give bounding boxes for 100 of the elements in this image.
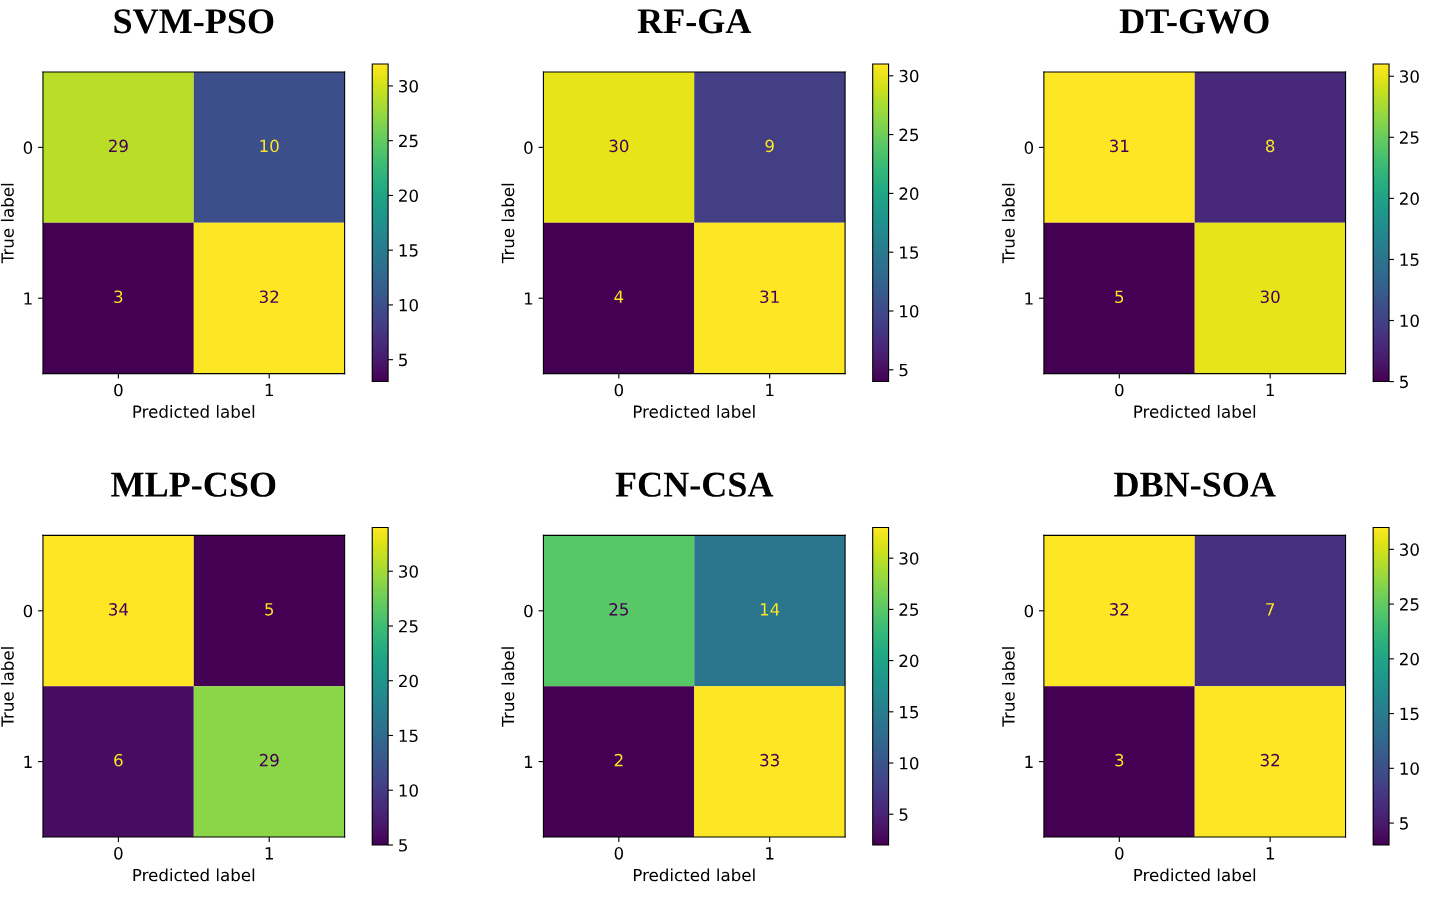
color-bar-label: 10 (1400, 314, 1419, 328)
color-bar-label: 20 (399, 189, 418, 202)
chart-title: SVM-PSO (114, 9, 274, 34)
color-bar-label: 10 (399, 784, 418, 797)
color-bar-label: 15 (900, 705, 919, 719)
data-label: 14 (760, 603, 780, 616)
y-tick-label: 1 (524, 755, 533, 768)
y-axis-title: True label (501, 183, 515, 264)
color-bar-label: 15 (1400, 707, 1419, 721)
color-bar-label: 15 (1400, 253, 1419, 266)
color-bar-label: 30 (1400, 70, 1419, 83)
x-axis-title: Predicted label (1134, 868, 1256, 882)
y-axis-title: True label (501, 647, 515, 727)
data-label: 29 (259, 753, 279, 767)
color-bar-label: 5 (899, 808, 908, 821)
data-label: 2 (614, 753, 623, 767)
data-label: 9 (765, 139, 774, 153)
color-bar-label: 30 (399, 79, 418, 93)
color-bar-label: 20 (1399, 652, 1419, 666)
chart-title: RF-GA (637, 9, 752, 34)
x-tick-label: 0 (1115, 847, 1124, 860)
y-tick-label: 1 (1025, 292, 1033, 305)
y-tick-label: 1 (24, 292, 32, 305)
x-axis-title: Predicted label (633, 405, 755, 418)
color-bar-label: 15 (399, 729, 418, 743)
x-tick-label: 0 (614, 383, 624, 397)
chart-title: FCN-CSA (615, 472, 774, 497)
data-label: 34 (109, 603, 129, 616)
data-label: 10 (260, 139, 279, 153)
color-bar-label: 10 (900, 304, 919, 318)
x-axis-title: Predicted label (133, 868, 255, 882)
x-tick-label: 0 (114, 383, 123, 397)
data-label: 32 (1260, 753, 1280, 767)
color-bar-label: 5 (1400, 817, 1408, 830)
data-label: 5 (1115, 290, 1124, 304)
color-bar-label: 15 (900, 246, 919, 259)
color-bar-label: 20 (1399, 192, 1419, 205)
x-tick-label: 0 (1115, 383, 1124, 397)
y-tick-label: 1 (1025, 755, 1033, 768)
color-bar-label: 25 (899, 128, 919, 142)
color-bar-label: 30 (399, 565, 418, 578)
y-axis-title: True label (0, 183, 14, 264)
color-bar-label: 15 (399, 244, 418, 257)
color-bar-label: 30 (899, 69, 919, 83)
data-label: 30 (1260, 290, 1280, 304)
data-label: 25 (609, 603, 628, 616)
color-bar-label: 10 (1400, 762, 1419, 775)
color-bar-label: 20 (899, 654, 919, 668)
y-axis-title: True label (1001, 183, 1015, 264)
color-bar-label: 5 (399, 353, 407, 367)
color-bar-label: 25 (399, 134, 418, 148)
data-label: 3 (1115, 753, 1124, 767)
data-label: 4 (614, 290, 624, 303)
color-bar-label: 5 (1400, 375, 1408, 389)
chart-title: MLP-CSO (111, 472, 276, 497)
y-tick-label: 1 (524, 292, 533, 305)
color-bar-label: 30 (1400, 543, 1419, 556)
color-bar-label: 25 (1399, 598, 1419, 611)
color-bar-label: 25 (1399, 131, 1419, 144)
color-bar-label: 20 (899, 187, 919, 200)
x-tick-label: 0 (614, 847, 624, 860)
data-label: 8 (1265, 139, 1275, 153)
data-label: 32 (1109, 603, 1129, 616)
y-tick-label: 0 (1024, 604, 1034, 618)
data-label: 29 (108, 139, 128, 153)
data-label: 32 (259, 290, 279, 304)
x-tick-label: 1 (766, 383, 774, 397)
color-bar-label: 25 (399, 619, 418, 633)
color-bar-label: 20 (399, 674, 418, 688)
x-tick-label: 1 (1266, 847, 1274, 860)
data-label: 30 (609, 139, 629, 153)
data-label: 6 (114, 753, 123, 767)
y-tick-label: 0 (524, 604, 533, 618)
data-label: 31 (760, 290, 779, 304)
data-label: 33 (760, 753, 779, 767)
color-bar-label: 5 (899, 363, 908, 377)
y-tick-label: 0 (1024, 141, 1034, 154)
data-label: 3 (114, 290, 123, 304)
x-tick-label: 1 (265, 847, 273, 860)
y-tick-label: 1 (24, 755, 32, 768)
x-tick-label: 1 (265, 383, 273, 397)
y-tick-label: 0 (23, 141, 33, 154)
chart-title: DBN-SOA (1114, 472, 1276, 497)
x-tick-label: 1 (1266, 383, 1274, 397)
x-tick-label: 1 (766, 847, 774, 860)
chart-title: DT-GWO (1119, 9, 1269, 34)
x-axis-title: Predicted label (633, 868, 755, 882)
y-tick-label: 0 (524, 141, 533, 154)
data-label: 7 (1266, 603, 1275, 616)
data-label: 5 (265, 603, 274, 616)
x-axis-title: Predicted label (1134, 405, 1256, 418)
color-bar-label: 5 (399, 839, 407, 852)
color-bar-label: 30 (899, 552, 919, 565)
y-axis-title: True label (1001, 647, 1015, 727)
color-bar-label: 25 (899, 603, 919, 616)
color-bar-label: 10 (399, 298, 418, 312)
data-label: 31 (1109, 139, 1129, 153)
x-axis-title: Predicted label (133, 405, 255, 418)
color-bar-label: 10 (900, 756, 919, 770)
y-axis-title: True label (0, 647, 14, 727)
